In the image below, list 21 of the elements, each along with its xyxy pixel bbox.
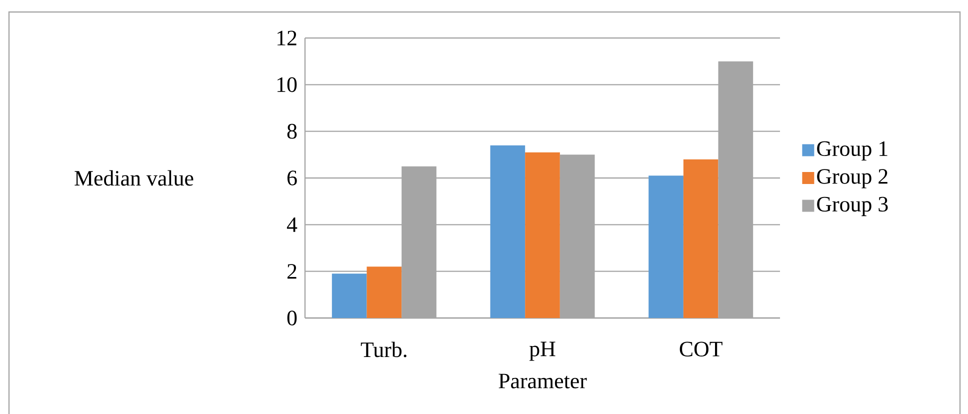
bar (683, 159, 718, 318)
y-tick-label: 0 (287, 310, 297, 326)
y-tick-label: 10 (278, 77, 297, 92)
y-axis-title: Median value (74, 170, 194, 186)
bar (332, 274, 367, 318)
x-axis-title: Parameter (498, 374, 587, 388)
legend-label: Group 1 (817, 141, 888, 160)
y-tick-label: 6 (287, 170, 297, 186)
y-tick-label: 12 (278, 30, 296, 46)
x-tick-label: pH (529, 342, 556, 361)
x-tick-label: COT (680, 342, 722, 356)
y-tick-label: 8 (287, 124, 297, 139)
y-tick-label: 4 (286, 217, 298, 232)
legend-label: Group 3 (817, 196, 888, 216)
y-tick-label: 2 (288, 264, 296, 279)
bar (366, 266, 402, 318)
bar (648, 176, 684, 318)
bar (525, 152, 560, 318)
bar (490, 145, 526, 318)
x-tick-label: Turb. (360, 342, 406, 358)
legend-label: Group 2 (817, 169, 888, 188)
